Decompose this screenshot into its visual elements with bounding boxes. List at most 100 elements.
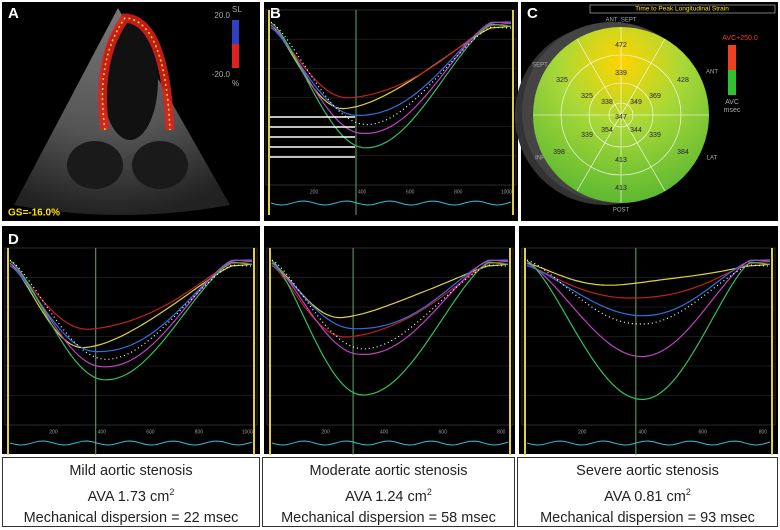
figure-panels: A SL 20.0 -20.0 % GS=-16.0% B C Time to … (0, 0, 780, 456)
caption-ava: AVA 0.81 cm2 (518, 482, 777, 508)
wall-label: INF (535, 156, 545, 162)
segment-value: 413 (615, 185, 627, 192)
panel-label: B (270, 5, 281, 22)
wall-label: ANT_SEPT (605, 18, 636, 24)
x-tick-label: 1000 (242, 429, 253, 435)
legend-unit: msec (724, 107, 741, 114)
x-tick-label: 800 (195, 429, 204, 435)
panel-d1 (2, 226, 260, 454)
caption-dispersion-text: Mechanical dispersion = 22 msec (23, 509, 239, 526)
segment-value: 349 (630, 99, 642, 106)
x-tick-label: 400 (358, 189, 367, 195)
x-tick-label: 800 (759, 429, 768, 435)
panel-d2 (264, 226, 515, 454)
x-tick-label: 400 (380, 429, 389, 435)
caption-title-text: Mild aortic stenosis (69, 463, 193, 479)
panel-d3 (519, 226, 778, 454)
strain-curve (270, 22, 512, 149)
segment-value: 384 (677, 149, 689, 156)
x-tick-label: 600 (699, 429, 708, 435)
x-tick-label: 200 (310, 189, 319, 195)
x-tick-label: 200 (49, 429, 58, 435)
caption-title-text: Severe aortic stenosis (576, 463, 719, 479)
strain-curve (271, 259, 509, 350)
segment-value: 344 (630, 127, 642, 134)
segment-value: 338 (601, 99, 613, 106)
segment-value: 339 (581, 132, 593, 139)
segment-value: 354 (601, 127, 613, 134)
caption-dispersion-text: Mechanical dispersion = 93 msec (540, 509, 755, 526)
panel-label: A (8, 5, 19, 22)
caption-ava-text: AVA 0.81 cm (604, 488, 686, 505)
caption-title-text: Moderate aortic stenosis (309, 463, 468, 479)
ecg-trace (270, 200, 512, 206)
strain-curve (526, 260, 771, 400)
caption-title: Moderate aortic stenosis (263, 461, 514, 482)
x-tick-label: 200 (321, 429, 330, 435)
ventricle (102, 20, 158, 140)
x-tick-label: 800 (454, 189, 463, 195)
x-tick-label: 200 (578, 429, 587, 435)
segment-value: 472 (615, 42, 627, 49)
legend-bottom: AVC (725, 99, 739, 106)
segment-value: 339 (649, 132, 661, 139)
strain-curve (9, 260, 253, 330)
strain-curve (9, 259, 253, 361)
caption-ava: AVA 1.24 cm2 (263, 482, 514, 508)
x-tick-label: 400 (98, 429, 107, 435)
ecg-trace (271, 440, 509, 446)
segment-value: 347 (615, 114, 627, 121)
segment-value: 428 (677, 77, 689, 84)
segment-value: 413 (615, 157, 627, 164)
scale-min: -20.0 (212, 70, 231, 79)
strain-curve (271, 259, 509, 355)
atrium (132, 141, 188, 189)
ecg-trace (526, 440, 771, 446)
wall-label: SEPT (532, 63, 548, 69)
caption-dispersion: Mechanical dispersion = 58 msec (263, 508, 514, 529)
title-box (589, 4, 776, 14)
strain-curve (271, 259, 508, 330)
segment-value: 339 (615, 70, 627, 77)
segment-value: 369 (649, 93, 661, 100)
caption-title: Mild aortic stenosis (3, 461, 259, 482)
color-scale (728, 70, 736, 95)
strain-curve (271, 260, 509, 338)
wall-label: LAT (707, 156, 718, 162)
color-scale (232, 44, 239, 68)
scale-max: 20.0 (214, 11, 230, 20)
caption-dispersion-text: Mechanical dispersion = 58 msec (281, 509, 496, 526)
panel-label: C (527, 5, 538, 22)
unit-exponent: 2 (426, 487, 432, 497)
x-tick-label: 400 (638, 429, 647, 435)
strain-curve (526, 262, 771, 286)
caption-dispersion: Mechanical dispersion = 93 msec (518, 508, 777, 529)
scale-unit: % (232, 79, 239, 88)
ecg-trace (9, 440, 253, 446)
caption-dispersion: Mechanical dispersion = 22 msec (3, 508, 259, 529)
tracking-points (101, 17, 171, 131)
segment-value: 398 (553, 149, 565, 156)
caption: Moderate aortic stenosis AVA 1.24 cm2 Mech… (262, 457, 515, 527)
wall-label: POST (613, 208, 630, 214)
bullseye-grid (533, 27, 709, 203)
strain-curve (526, 259, 771, 325)
strain-curve (270, 21, 512, 134)
bullseye-title: Time to Peak Longitudinal Strain (635, 6, 729, 13)
scale-title: SL (232, 5, 242, 14)
global-strain: GS=-16.0% (8, 208, 60, 219)
x-tick-label: 600 (439, 429, 448, 435)
caption-title: Severe aortic stenosis (518, 461, 777, 482)
segment-value: 325 (581, 93, 593, 100)
panel-b (264, 2, 518, 221)
strain-curve (9, 259, 253, 368)
caption: Severe aortic stenosis AVA 0.81 cm2 Mechan… (517, 457, 778, 527)
x-tick-label: 600 (146, 429, 155, 435)
atrium (67, 141, 123, 189)
x-tick-label: 600 (406, 189, 415, 195)
x-tick-label: 800 (497, 429, 506, 435)
caption-ava: AVA 1.73 cm2 (3, 482, 259, 508)
caption-ava-text: AVA 1.24 cm (345, 488, 427, 505)
